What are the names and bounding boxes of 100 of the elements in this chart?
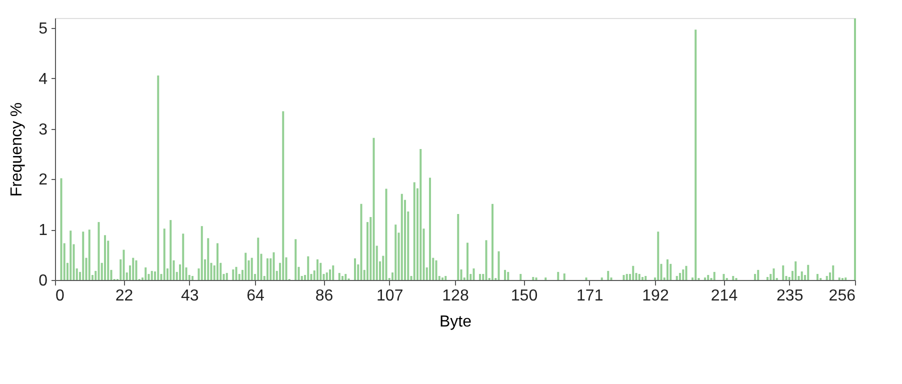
bar <box>466 242 468 280</box>
bar <box>170 220 172 280</box>
bar <box>800 271 803 280</box>
bar <box>626 274 628 280</box>
bar <box>244 252 247 280</box>
bar <box>816 274 818 280</box>
bar <box>150 270 153 280</box>
bar <box>520 274 522 280</box>
bar <box>754 274 756 280</box>
bar <box>472 268 475 280</box>
bar <box>294 239 297 280</box>
bar <box>216 243 218 280</box>
y-tick-label: 1 <box>38 222 48 240</box>
bar <box>657 232 660 280</box>
bar <box>732 276 734 280</box>
bar <box>385 188 388 280</box>
bar <box>807 264 810 280</box>
bar <box>354 258 356 280</box>
y-axis-title: Frequency % <box>8 102 26 197</box>
bar <box>607 270 610 280</box>
bar <box>192 276 194 280</box>
x-tick-label: 107 <box>376 288 404 304</box>
x-tick-label: 192 <box>642 288 669 304</box>
bar <box>704 277 706 280</box>
bar <box>135 260 138 280</box>
bar <box>585 277 588 280</box>
bar <box>504 270 506 280</box>
x-tick-label: 43 <box>180 288 199 304</box>
bar <box>282 111 284 280</box>
bar <box>344 274 347 280</box>
bar <box>400 194 403 280</box>
x-tick-label: 0 <box>56 288 64 304</box>
bar <box>442 277 444 280</box>
bar <box>394 224 397 280</box>
bar <box>685 266 688 280</box>
bar <box>679 272 681 280</box>
bar <box>372 138 375 280</box>
bar <box>429 178 431 280</box>
bar <box>507 272 510 280</box>
bar <box>232 269 234 280</box>
bar <box>157 75 160 280</box>
bar <box>757 270 760 280</box>
y-tick-label: 5 <box>38 20 48 38</box>
x-tick-label: 64 <box>246 288 264 304</box>
bar <box>257 238 260 280</box>
x-tick-label: 128 <box>442 288 469 304</box>
bar <box>122 250 125 280</box>
bar <box>532 276 534 280</box>
bar <box>632 266 634 280</box>
bar <box>838 277 840 280</box>
bar <box>670 264 672 280</box>
bar <box>722 274 725 280</box>
x-tick-label: 235 <box>776 288 804 304</box>
bar <box>320 262 322 280</box>
bar <box>638 274 640 280</box>
y-tick-label: 3 <box>38 121 48 138</box>
bar <box>622 274 625 280</box>
bar <box>207 238 210 280</box>
bar <box>826 276 828 280</box>
bar <box>563 273 566 280</box>
bar <box>444 276 447 280</box>
bar <box>182 234 184 280</box>
bar <box>88 230 90 280</box>
bar <box>360 204 362 280</box>
bar <box>535 277 538 280</box>
bar <box>200 226 203 280</box>
bar <box>272 252 275 280</box>
bar <box>60 178 62 280</box>
bar <box>98 222 100 280</box>
bar <box>794 261 797 280</box>
bar <box>338 272 340 280</box>
bar <box>70 230 72 280</box>
bar <box>766 276 768 280</box>
bar <box>498 251 500 280</box>
bar <box>707 274 710 280</box>
bar <box>307 256 310 280</box>
bar <box>329 269 331 280</box>
bar <box>413 182 416 280</box>
bar <box>644 276 647 280</box>
bar <box>832 265 834 280</box>
x-tick-label: 214 <box>710 288 738 304</box>
bar <box>479 274 481 280</box>
bar <box>342 276 344 280</box>
y-tick-label: 2 <box>38 172 48 189</box>
bar <box>226 272 228 280</box>
bar <box>250 258 253 280</box>
bar <box>544 277 547 280</box>
bar <box>235 266 238 280</box>
bar <box>694 30 697 280</box>
x-tick-label: 22 <box>115 288 134 304</box>
bar <box>163 228 166 280</box>
bar <box>782 265 784 280</box>
bar <box>492 204 494 280</box>
bar <box>666 259 668 280</box>
bar <box>676 276 678 280</box>
bar <box>132 258 134 280</box>
bar <box>600 277 603 280</box>
bar <box>682 269 684 280</box>
y-tick-label: 0 <box>38 272 48 290</box>
bar <box>772 268 775 280</box>
